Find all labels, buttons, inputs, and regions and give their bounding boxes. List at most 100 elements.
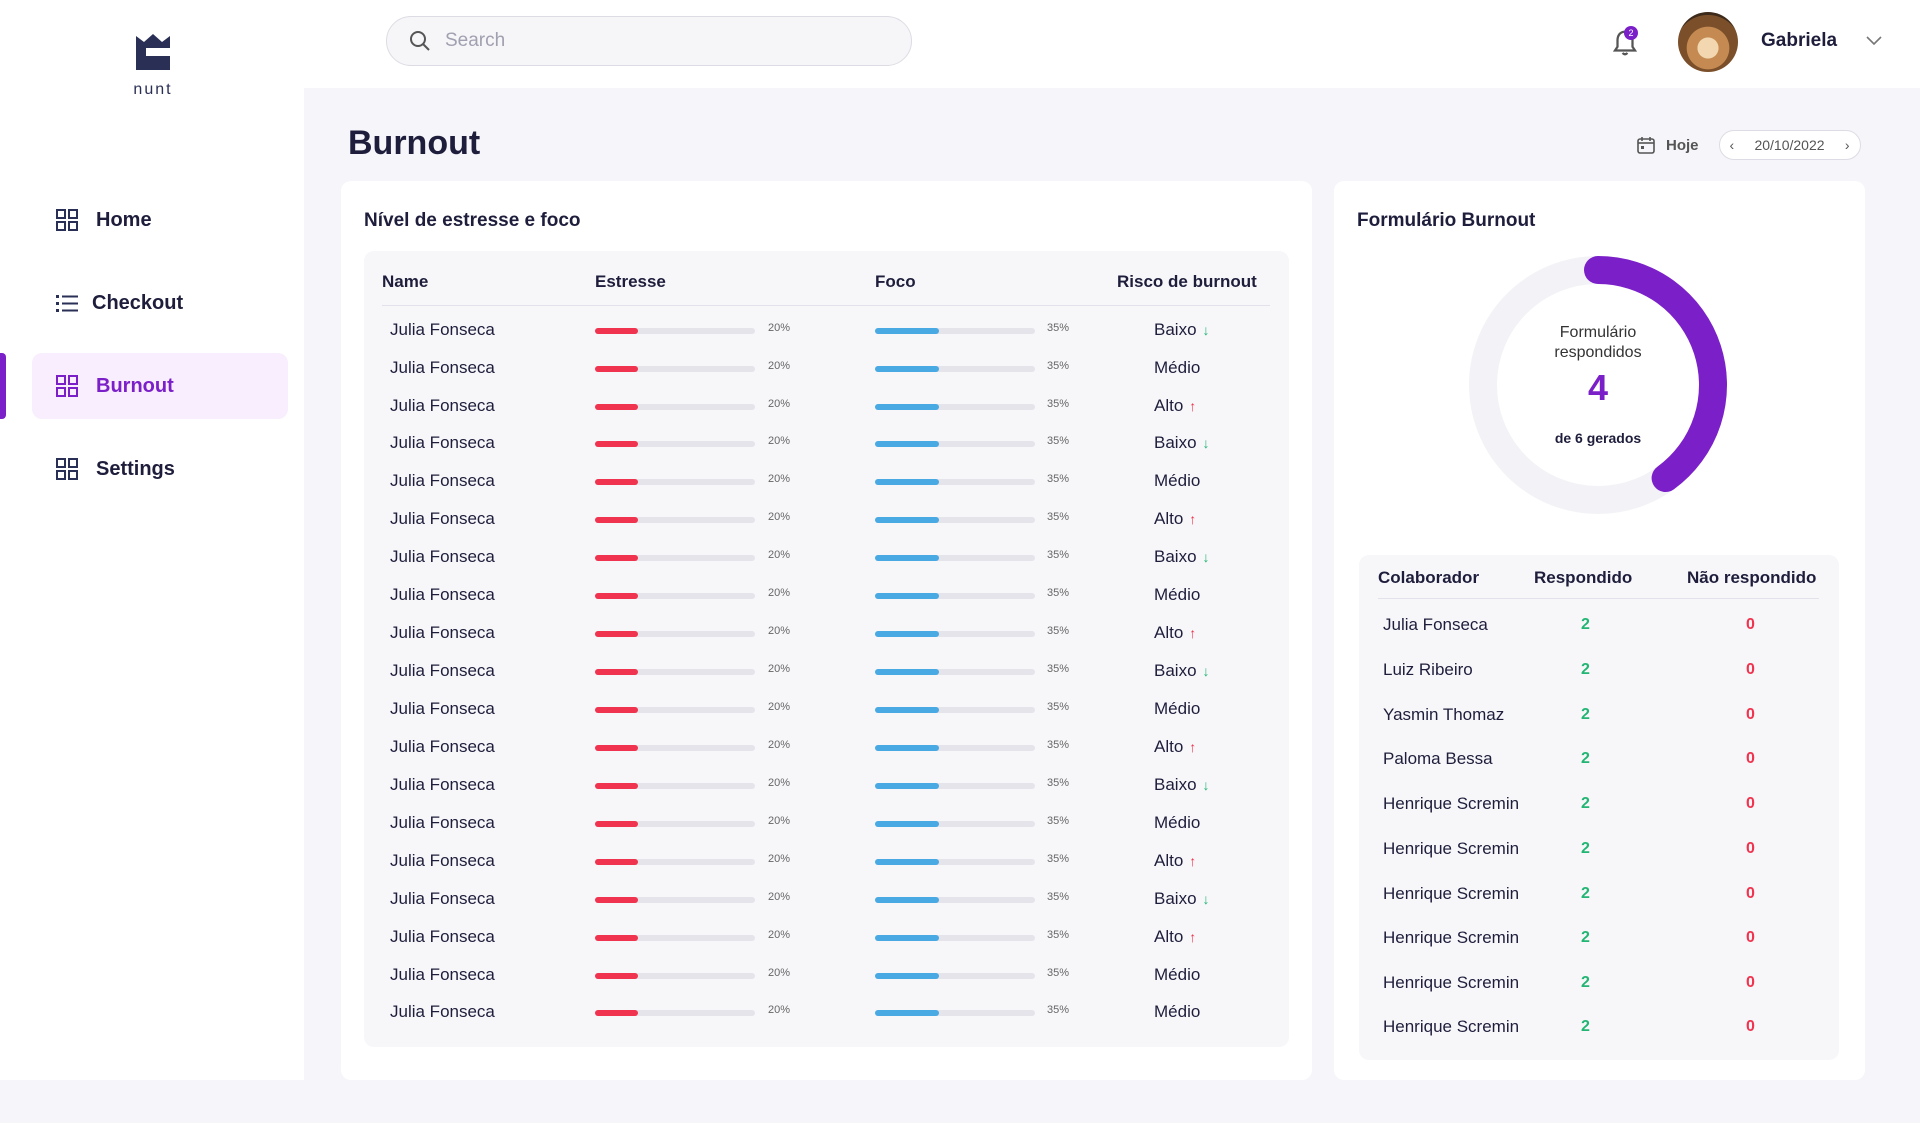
avatar[interactable]: [1678, 12, 1738, 72]
stress-percent: 20%: [768, 929, 791, 941]
collaborator-table: Colaborador Respondido Não respondido Ju…: [1359, 555, 1839, 1060]
stress-percent: 20%: [768, 739, 791, 751]
arrow-up-icon: ↑: [1189, 398, 1197, 414]
not-answered-count: 0: [1746, 885, 1755, 902]
table-row[interactable]: Julia Fonseca 20% 35% Médio: [364, 356, 1289, 394]
answered-count: 2: [1581, 795, 1590, 812]
table-row[interactable]: Henrique Scremin 2 0: [1359, 971, 1839, 1011]
risk-label: Alto: [1154, 623, 1184, 642]
table-row[interactable]: Julia Fonseca 20% 35% Baixo ↓: [364, 887, 1289, 925]
focus-bar-fill: [875, 479, 939, 485]
column-header-answered[interactable]: Respondido: [1534, 568, 1633, 587]
table-row[interactable]: Julia Fonseca 20% 35% Alto ↑: [364, 394, 1289, 432]
risk-level: Baixo ↓: [1154, 659, 1210, 683]
sidebar-item-settings[interactable]: Settings: [32, 436, 288, 502]
table-row[interactable]: Julia Fonseca 20% 35% Médio: [364, 811, 1289, 849]
table-row[interactable]: Julia Fonseca 20% 35% Baixo ↓: [364, 545, 1289, 583]
table-row[interactable]: Yasmin Thomaz 2 0: [1359, 703, 1839, 743]
not-answered-count: 0: [1746, 929, 1755, 946]
risk-level: Médio: [1154, 583, 1200, 607]
answered-count: 2: [1581, 1018, 1590, 1035]
date-picker: Hoje ‹ 20/10/2022 ›: [1636, 130, 1861, 160]
risk-label: Alto: [1154, 851, 1184, 870]
table-row[interactable]: Henrique Scremin 2 0: [1359, 837, 1839, 877]
stress-bar: [595, 973, 755, 979]
column-header-name[interactable]: Name: [382, 272, 429, 291]
table-row[interactable]: Julia Fonseca 20% 35% Médio: [364, 697, 1289, 735]
table-row[interactable]: Julia Fonseca 20% 35% Baixo ↓: [364, 659, 1289, 697]
table-row[interactable]: Henrique Scremin 2 0: [1359, 882, 1839, 922]
donut-label-line1: Formulário: [1559, 324, 1637, 341]
chevron-down-icon[interactable]: [1864, 30, 1884, 50]
stress-percent: 20%: [768, 398, 791, 410]
table-row[interactable]: Julia Fonseca 20% 35% Baixo ↓: [364, 431, 1289, 469]
focus-bar: [875, 1010, 1035, 1016]
stress-bar-fill: [595, 441, 639, 447]
sidebar-item-checkout[interactable]: Checkout: [32, 270, 288, 336]
focus-percent: 35%: [1047, 360, 1070, 372]
risk-label: Alto: [1154, 927, 1184, 946]
stress-percent: 20%: [768, 891, 791, 903]
focus-percent: 35%: [1047, 739, 1070, 751]
table-row[interactable]: Julia Fonseca 20% 35% Médio: [364, 469, 1289, 507]
donut-answered-arc: [1584, 256, 1727, 493]
user-name[interactable]: Gabriela: [1761, 30, 1838, 51]
table-row[interactable]: Henrique Scremin 2 0: [1359, 926, 1839, 966]
sidebar-item-burnout[interactable]: Burnout: [32, 353, 288, 419]
nunt-logo-icon: [136, 34, 170, 70]
table-row[interactable]: Julia Fonseca 20% 35% Médio: [364, 583, 1289, 621]
collaborator-name: Yasmin Thomaz: [1383, 705, 1505, 724]
employee-name: Julia Fonseca: [390, 396, 495, 415]
forms-donut-chart: Formulário respondidos 4 de 6 gerados: [1468, 255, 1728, 515]
column-header-not-answered[interactable]: Não respondido: [1687, 568, 1817, 587]
answered-count: 2: [1581, 840, 1590, 857]
column-header-collaborator[interactable]: Colaborador: [1378, 568, 1480, 587]
card-title: Formulário Burnout: [1357, 210, 1536, 231]
table-row[interactable]: Julia Fonseca 20% 35% Médio: [364, 1000, 1289, 1038]
employee-name: Julia Fonseca: [390, 509, 495, 528]
chevron-left-icon[interactable]: ‹: [1729, 137, 1735, 153]
table-row[interactable]: Julia Fonseca 20% 35% Baixo ↓: [364, 318, 1289, 356]
list-icon: [56, 295, 78, 312]
table-row[interactable]: Julia Fonseca 20% 35% Alto ↑: [364, 925, 1289, 963]
answered-count: 2: [1581, 929, 1590, 946]
focus-percent: 35%: [1047, 625, 1070, 637]
table-row[interactable]: Julia Fonseca 2 0: [1359, 613, 1839, 653]
employee-name: Julia Fonseca: [390, 965, 495, 984]
date-today-label[interactable]: Hoje: [1666, 136, 1699, 154]
stress-bar-fill: [595, 328, 639, 334]
brand-logo[interactable]: nunt: [128, 30, 178, 99]
stress-percent: 20%: [768, 360, 791, 372]
table-row[interactable]: Paloma Bessa 2 0: [1359, 747, 1839, 787]
sidebar-item-home[interactable]: Home: [32, 187, 288, 253]
table-row[interactable]: Julia Fonseca 20% 35% Alto ↑: [364, 735, 1289, 773]
table-row[interactable]: Luiz Ribeiro 2 0: [1359, 658, 1839, 698]
active-indicator: [0, 353, 6, 419]
employee-name: Julia Fonseca: [390, 623, 495, 642]
focus-bar-fill: [875, 669, 939, 675]
answered-count: 2: [1581, 661, 1590, 678]
stress-percent: 20%: [768, 701, 791, 713]
table-row[interactable]: Henrique Scremin 2 0: [1359, 792, 1839, 832]
search-input[interactable]: [445, 30, 885, 52]
column-header-risk[interactable]: Risco de burnout: [1117, 272, 1257, 291]
stress-bar-fill: [595, 517, 639, 523]
stress-bar: [595, 479, 755, 485]
table-row[interactable]: Julia Fonseca 20% 35% Alto ↑: [364, 507, 1289, 545]
stress-bar: [595, 517, 755, 523]
employee-name: Julia Fonseca: [390, 471, 495, 490]
table-row[interactable]: Julia Fonseca 20% 35% Alto ↑: [364, 621, 1289, 659]
calendar-icon[interactable]: [1636, 135, 1656, 155]
chevron-right-icon[interactable]: ›: [1844, 137, 1850, 153]
table-row[interactable]: Henrique Scremin 2 0: [1359, 1015, 1839, 1055]
table-row[interactable]: Julia Fonseca 20% 35% Alto ↑: [364, 849, 1289, 887]
column-header-stress[interactable]: Estresse: [595, 272, 666, 291]
collaborator-name: Henrique Scremin: [1383, 928, 1520, 947]
focus-percent: 35%: [1047, 587, 1070, 599]
search-box[interactable]: [386, 16, 912, 66]
column-header-focus[interactable]: Foco: [875, 272, 916, 291]
table-row[interactable]: Julia Fonseca 20% 35% Baixo ↓: [364, 773, 1289, 811]
table-row[interactable]: Julia Fonseca 20% 35% Médio: [364, 963, 1289, 1001]
focus-bar: [875, 479, 1035, 485]
employee-name: Julia Fonseca: [390, 737, 495, 756]
